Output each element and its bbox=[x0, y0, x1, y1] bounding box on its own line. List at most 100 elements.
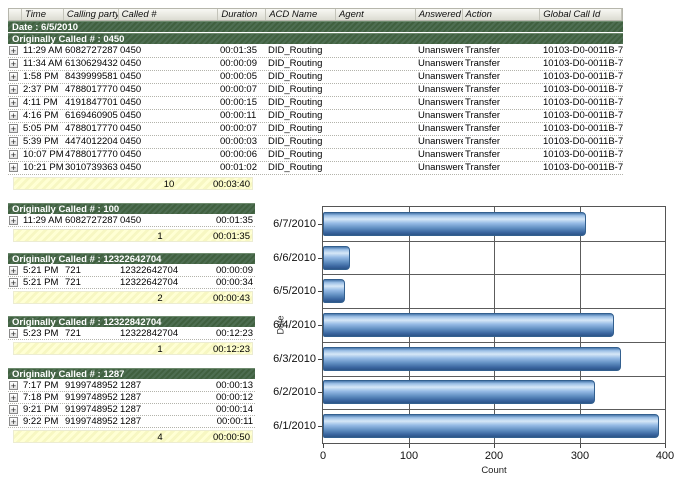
cell-agent bbox=[336, 136, 416, 148]
cell-duration: 00:00:34 bbox=[216, 277, 253, 288]
cell-calling-party: 3010739363 bbox=[65, 162, 118, 173]
called-group-header: Originally Called # : 100 bbox=[8, 203, 255, 214]
expand-icon[interactable]: + bbox=[9, 124, 18, 134]
expander-cell: + bbox=[8, 110, 21, 122]
cell-agent bbox=[336, 110, 416, 122]
expand-icon[interactable]: + bbox=[9, 329, 18, 339]
expand-icon[interactable]: + bbox=[9, 266, 18, 276]
expand-icon[interactable]: + bbox=[9, 111, 18, 121]
x-tick-mark bbox=[494, 444, 495, 448]
summary-total-duration: 00:00:43 bbox=[213, 293, 250, 304]
cell-global-call-id: 10103-D0-0011B-770 bbox=[543, 71, 623, 82]
expand-icon[interactable]: + bbox=[9, 85, 18, 95]
call-row: +10:07 PM 4788017770 0450 00:00:06 DID_Routi… bbox=[8, 149, 623, 162]
cell-called: 0450 bbox=[120, 136, 142, 147]
cell-time: 5:21 PM bbox=[23, 265, 59, 276]
cell-time: 1:58 PM bbox=[23, 71, 59, 82]
gridline-horizontal bbox=[323, 342, 665, 343]
cell-time: 10:07 PM bbox=[23, 149, 63, 160]
cell-time: 5:23 PM bbox=[23, 328, 59, 339]
chart-bar bbox=[323, 212, 586, 236]
cell-called: 1287 bbox=[120, 404, 142, 415]
cell-duration: 00:00:09 bbox=[216, 265, 253, 276]
summary-count: 1 bbox=[157, 231, 163, 242]
cell-acd-name: DID_Routing bbox=[268, 136, 323, 147]
summary-total-duration: 00:12:23 bbox=[213, 344, 250, 355]
cell-agent bbox=[336, 149, 416, 161]
expand-icon[interactable]: + bbox=[9, 381, 18, 391]
cell-duration: 00:00:13 bbox=[216, 380, 253, 391]
cell-agent bbox=[336, 58, 416, 70]
chart-bar bbox=[323, 347, 621, 371]
call-row: +11:29 AM 6082727287 0450 00:01:35 DID_Routi… bbox=[8, 45, 623, 58]
cell-acd-name: DID_Routing bbox=[268, 149, 323, 160]
x-axis-label: 400 bbox=[655, 450, 675, 462]
y-tick-mark bbox=[318, 359, 322, 360]
cell-answered: Unanswered bbox=[418, 136, 463, 147]
cell-time: 2:37 PM bbox=[23, 84, 59, 95]
expand-icon[interactable]: + bbox=[9, 278, 18, 288]
expand-icon[interactable]: + bbox=[9, 46, 18, 56]
cell-time: 11:29 AM bbox=[23, 45, 63, 56]
expand-icon[interactable]: + bbox=[9, 59, 18, 69]
y-tick-mark bbox=[318, 224, 322, 225]
cell-duration: 00:01:02 bbox=[220, 162, 257, 173]
cell-duration: 00:00:11 bbox=[220, 110, 257, 121]
cell-agent bbox=[336, 162, 416, 174]
cell-called: 0450 bbox=[120, 84, 142, 95]
cell-acd-name: DID_Routing bbox=[268, 97, 323, 108]
gridline-horizontal bbox=[323, 241, 665, 242]
cell-duration: 00:00:14 bbox=[216, 404, 253, 415]
gridline-horizontal bbox=[323, 409, 665, 410]
cell-action: Transfer bbox=[465, 123, 501, 134]
cell-duration: 00:00:15 bbox=[220, 97, 257, 108]
cell-called: 0450 bbox=[120, 162, 142, 173]
cell-answered: Unanswered bbox=[418, 71, 463, 82]
cell-called: 1287 bbox=[120, 380, 142, 391]
cell-duration: 00:00:07 bbox=[220, 84, 257, 95]
expand-icon[interactable]: + bbox=[9, 216, 18, 226]
expand-icon[interactable]: + bbox=[9, 98, 18, 108]
cell-called: 0450 bbox=[120, 45, 142, 56]
column-header: Time bbox=[22, 9, 64, 20]
cell-time: 5:21 PM bbox=[23, 277, 59, 288]
cell-agent bbox=[336, 123, 416, 135]
x-axis-title: Count bbox=[481, 465, 507, 476]
column-header: Global Call Id bbox=[540, 9, 623, 20]
expand-icon[interactable]: + bbox=[9, 150, 18, 160]
call-group-table: Originally Called # : 100 +11:29 AM 608272… bbox=[8, 203, 255, 242]
cell-called: 0450 bbox=[120, 97, 142, 108]
expander-cell: + bbox=[8, 45, 21, 57]
y-axis-label: 6/3/2010 bbox=[273, 353, 316, 365]
expand-icon[interactable]: + bbox=[9, 417, 18, 427]
cell-calling-party: 721 bbox=[65, 265, 81, 276]
expand-icon[interactable]: + bbox=[9, 137, 18, 147]
y-tick-mark bbox=[318, 325, 322, 326]
cell-time: 4:11 PM bbox=[23, 97, 58, 108]
cell-called: 1287 bbox=[120, 392, 142, 403]
group-summary: 1 00:01:35 bbox=[13, 229, 253, 242]
cell-time: 5:05 PM bbox=[23, 123, 59, 134]
y-axis-label: 6/4/2010 bbox=[273, 319, 316, 331]
cell-action: Transfer bbox=[465, 97, 501, 108]
x-tick-mark bbox=[323, 444, 324, 448]
cell-global-call-id: 10103-D0-0011B-768 bbox=[543, 45, 623, 56]
expand-icon[interactable]: + bbox=[9, 393, 18, 403]
called-group-header: Originally Called # : 1287 bbox=[8, 368, 255, 379]
y-axis-label: 6/1/2010 bbox=[273, 420, 316, 432]
cell-action: Transfer bbox=[465, 84, 501, 95]
cell-answered: Unanswered bbox=[418, 162, 463, 173]
cell-action: Transfer bbox=[465, 136, 501, 147]
x-axis-label: 0 bbox=[319, 450, 327, 462]
call-row: +2:37 PM 4788017770 0450 00:00:07 DID_Routin… bbox=[8, 84, 623, 97]
cell-called: 0450 bbox=[120, 110, 142, 121]
expand-icon[interactable]: + bbox=[9, 72, 18, 82]
call-row: +5:39 PM 4474012204 0450 00:00:03 DID_Routin… bbox=[8, 136, 623, 149]
expand-icon[interactable]: + bbox=[9, 163, 18, 173]
cell-duration: 00:00:12 bbox=[216, 392, 253, 403]
expand-icon[interactable]: + bbox=[9, 405, 18, 415]
expander-cell: + bbox=[8, 215, 21, 226]
group-summary-wrap: 4 00:00:50 bbox=[8, 430, 255, 443]
call-group-table: Originally Called # : 1287 +7:17 PM 919974… bbox=[8, 368, 255, 443]
cell-answered: Unanswered bbox=[418, 97, 463, 108]
